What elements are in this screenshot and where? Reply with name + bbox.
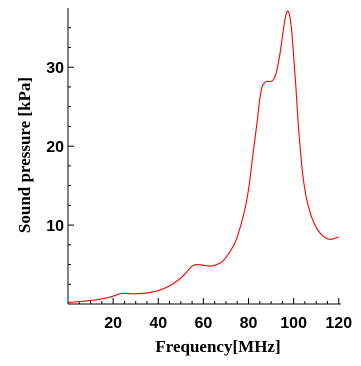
x-tick-label: 40 (149, 315, 167, 332)
series-layer (67, 10, 339, 303)
series-line-0 (67, 10, 339, 303)
x-tick-label: 20 (104, 315, 122, 332)
x-tick-label: 120 (325, 315, 352, 332)
x-tick-label: 60 (194, 315, 212, 332)
y-tick-label: 30 (46, 60, 64, 77)
x-axis-title: Frequency[MHz] (155, 337, 280, 356)
ticks: 20 40 60 80 100 120 10 20 30 (46, 27, 352, 332)
y-tick-label: 20 (46, 139, 64, 156)
y-tick-label: 10 (46, 218, 64, 235)
axes (67, 8, 341, 305)
x-tick-label: 100 (280, 315, 307, 332)
x-tick-label: 80 (240, 315, 258, 332)
y-axis-title: Sound pressure [kPa] (15, 77, 34, 233)
